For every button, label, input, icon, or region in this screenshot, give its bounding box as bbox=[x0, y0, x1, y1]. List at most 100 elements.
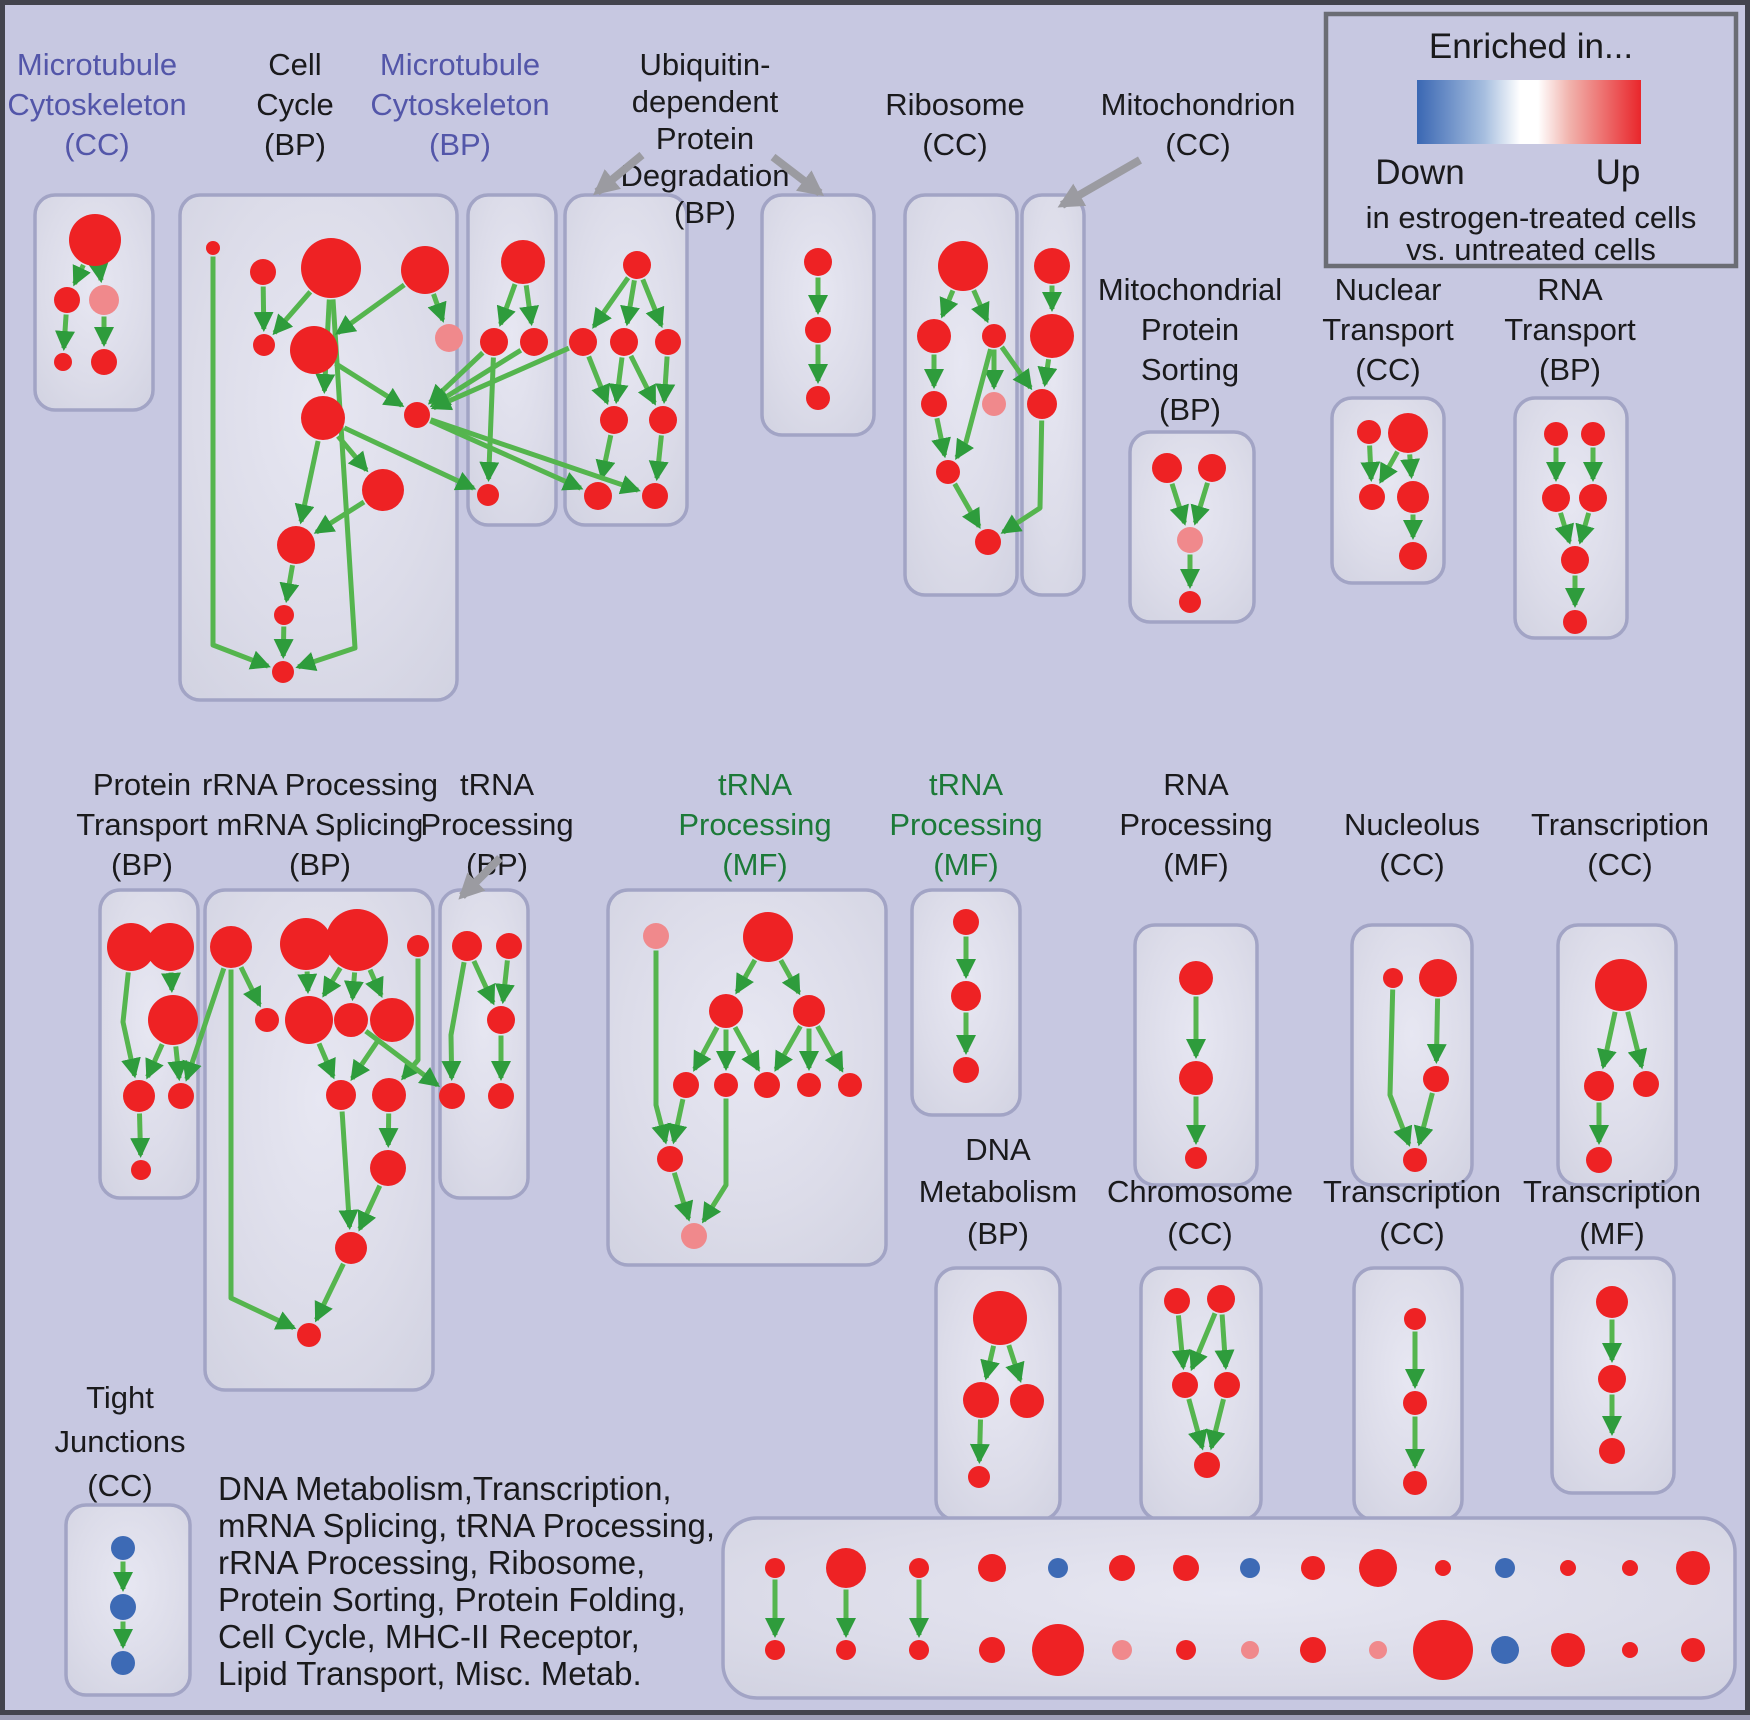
cluster-label-trna-mf-big-line3: (MF) bbox=[722, 847, 787, 882]
node-cell-cycle-g bbox=[435, 324, 463, 352]
node-rrna-X bbox=[297, 1323, 321, 1347]
node-ubi1-L1 bbox=[600, 406, 628, 434]
cluster-label-rrna-line1: rRNA Processing bbox=[202, 767, 438, 802]
node-rna-transport-B bbox=[1563, 610, 1587, 634]
node-rrna-T1 bbox=[210, 926, 252, 968]
node-trna-mf-big-PB bbox=[681, 1223, 707, 1249]
cluster-label-mt-bp-line2: Cytoskeleton bbox=[370, 87, 549, 122]
cluster-label-chromosome-line1: Chromosome bbox=[1107, 1174, 1293, 1209]
node-transcription-cc1-B bbox=[1586, 1147, 1612, 1173]
cluster-label-nucleolus-line1: Nucleolus bbox=[1344, 807, 1480, 842]
node-mito-L bbox=[1027, 389, 1057, 419]
misc-terms-line2: mRNA Splicing, tRNA Processing, bbox=[218, 1507, 715, 1544]
cluster-label-transcription-cc2-line1: Transcription bbox=[1323, 1174, 1501, 1209]
node-ubi1-B1 bbox=[584, 482, 612, 510]
node-dna-metab-MR bbox=[1010, 1384, 1044, 1418]
cluster-label-rna-proc-mf-line1: RNA bbox=[1163, 767, 1229, 802]
cluster-label-transcription-cc1-line1: Transcription bbox=[1531, 807, 1709, 842]
node-ubi2-n2 bbox=[805, 317, 831, 343]
node-rna-transport-C bbox=[1561, 546, 1589, 574]
node-mps-T2 bbox=[1198, 454, 1226, 482]
strip-node-bottom-12 bbox=[1491, 1636, 1519, 1664]
cluster-label-tight-junctions-line3: (CC) bbox=[87, 1468, 152, 1503]
strip-node-bottom-7 bbox=[1176, 1640, 1196, 1660]
node-trna-mf-big-BT bbox=[743, 912, 793, 962]
node-trna-mf-big-B1 bbox=[673, 1072, 699, 1098]
cluster-label-rna-transport-line2: Transport bbox=[1504, 312, 1636, 347]
node-transcription-cc1-ML bbox=[1584, 1071, 1614, 1101]
node-mito-T bbox=[1034, 248, 1070, 284]
strip-node-bottom-6 bbox=[1112, 1640, 1132, 1660]
legend-gradient-bar bbox=[1417, 80, 1641, 144]
node-ubi1-L2 bbox=[649, 406, 677, 434]
misc-terms-line3: rRNA Processing, Ribosome, bbox=[218, 1544, 645, 1581]
cluster-label-transcription-cc1-line2: (CC) bbox=[1587, 847, 1652, 882]
edge-dna-metab-ML-B bbox=[979, 1420, 980, 1462]
node-trna-mf-big-B3 bbox=[754, 1072, 780, 1098]
cluster-label-dna-metab-line1: DNA bbox=[965, 1132, 1031, 1167]
node-ubi1-B2 bbox=[642, 483, 668, 509]
node-ubi1-T bbox=[623, 251, 651, 279]
node-cell-cycle-k bbox=[274, 605, 294, 625]
strip-node-top-9 bbox=[1301, 1556, 1325, 1580]
cluster-label-tight-junctions-line2: Junctions bbox=[55, 1424, 186, 1459]
cluster-label-mt-cc-line3: (CC) bbox=[64, 127, 129, 162]
cluster-label-transcription-mf-line2: (MF) bbox=[1579, 1216, 1644, 1251]
strip-node-top-3 bbox=[909, 1558, 929, 1578]
cluster-label-nuc-transport-line2: Transport bbox=[1322, 312, 1454, 347]
node-trna-mf-big-B2 bbox=[714, 1073, 738, 1097]
cluster-label-trna-bp-line2: Processing bbox=[420, 807, 573, 842]
node-mps-B bbox=[1179, 591, 1201, 613]
legend-down-label: Down bbox=[1375, 153, 1464, 192]
node-nucleolus-TL bbox=[1383, 968, 1403, 988]
node-nuc-transport-T2 bbox=[1388, 413, 1428, 453]
node-transcription-mf-n2 bbox=[1598, 1365, 1626, 1393]
cluster-label-rna-transport-line3: (BP) bbox=[1539, 352, 1601, 387]
cluster-label-trna-mf-2-line3: (MF) bbox=[933, 847, 998, 882]
node-cell-cycle-a bbox=[206, 241, 220, 255]
node-rna-transport-T2 bbox=[1581, 422, 1605, 446]
node-trna-mf-2-n1 bbox=[953, 909, 979, 935]
strip-node-top-6 bbox=[1109, 1555, 1135, 1581]
strip-node-bottom-9 bbox=[1300, 1637, 1326, 1663]
strip-node-bottom-8 bbox=[1241, 1641, 1259, 1659]
node-tight-junctions-n2 bbox=[110, 1594, 136, 1620]
node-mps-T1 bbox=[1152, 453, 1182, 483]
node-ubi2-n1 bbox=[804, 248, 832, 276]
strip-node-top-10 bbox=[1359, 1549, 1397, 1587]
node-ribosome-L2 bbox=[982, 392, 1006, 416]
node-transcription-mf-n1 bbox=[1596, 1286, 1628, 1318]
node-ubi1-M3 bbox=[655, 329, 681, 355]
misc-terms-line6: Lipid Transport, Misc. Metab. bbox=[218, 1655, 642, 1692]
cluster-label-dna-metab-line3: (BP) bbox=[967, 1216, 1029, 1251]
strip-node-bottom-3 bbox=[909, 1640, 929, 1660]
node-trna-bp-M bbox=[487, 1006, 515, 1034]
cluster-label-nucleolus-line2: (CC) bbox=[1379, 847, 1444, 882]
node-rna-proc-mf-n2 bbox=[1179, 1061, 1213, 1095]
node-trna-mf-2-n2 bbox=[951, 981, 981, 1011]
node-prot-transport-M bbox=[148, 995, 198, 1045]
cluster-label-mt-cc-line1: Microtubule bbox=[17, 47, 177, 82]
cluster-label-mps-line4: (BP) bbox=[1159, 392, 1221, 427]
strip-node-top-8 bbox=[1240, 1558, 1260, 1578]
legend-caption-line1: in estrogen-treated cells bbox=[1366, 200, 1697, 235]
node-ribosome-L1 bbox=[921, 391, 947, 417]
node-nuc-transport-M2 bbox=[1397, 481, 1429, 513]
cluster-label-nuc-transport-line1: Nuclear bbox=[1335, 272, 1442, 307]
strip-node-bottom-5 bbox=[1032, 1624, 1084, 1676]
cluster-label-dna-metab-line2: Metabolism bbox=[919, 1174, 1078, 1209]
cluster-label-rna-transport-line1: RNA bbox=[1537, 272, 1603, 307]
node-rrna-T3 bbox=[326, 909, 388, 971]
node-mps-M bbox=[1177, 527, 1203, 553]
node-trna-mf-big-B5 bbox=[838, 1073, 862, 1097]
node-nuc-transport-B bbox=[1399, 542, 1427, 570]
cluster-label-ribosome-line1: Ribosome bbox=[885, 87, 1025, 122]
cluster-label-rna-proc-mf-line2: Processing bbox=[1119, 807, 1272, 842]
edge-mt-cc-B-D bbox=[64, 315, 66, 349]
node-transcription-cc1-MR bbox=[1633, 1071, 1659, 1097]
cluster-label-mito-line1: Mitochondrion bbox=[1101, 87, 1296, 122]
cluster-label-chromosome-line2: (CC) bbox=[1167, 1216, 1232, 1251]
cluster-box-nucleolus bbox=[1352, 925, 1472, 1185]
